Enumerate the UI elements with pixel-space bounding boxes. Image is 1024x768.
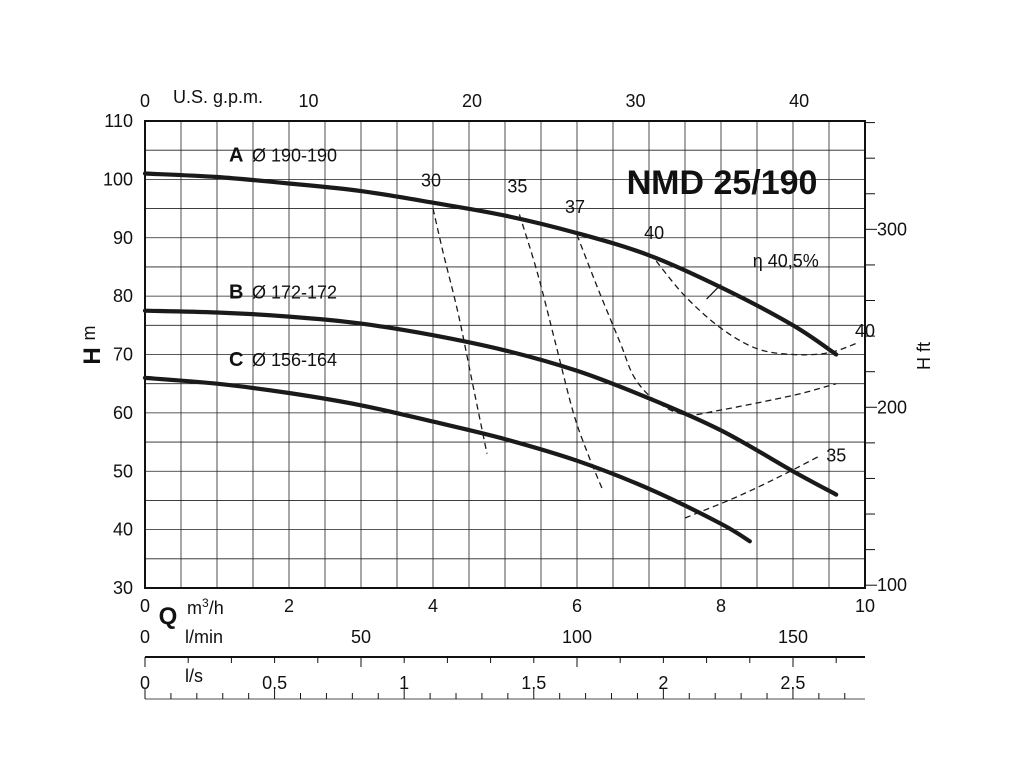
curve-a xyxy=(142,171,839,357)
y-left-tick-label: 30 xyxy=(113,578,133,598)
curve-label-letter: B xyxy=(229,282,243,304)
y-right-tick-label: 200 xyxy=(877,397,907,417)
efficiency-label: 35 xyxy=(826,446,846,466)
y-left-tick-label: 40 xyxy=(113,520,133,540)
y-right-tick-label: 100 xyxy=(877,575,907,595)
x-ls-tick-label: 1.5 xyxy=(521,673,546,693)
y-left-label-symbol: H xyxy=(79,347,106,364)
efficiency-label: 35 xyxy=(507,176,527,196)
x-primary-tick-label: 4 xyxy=(428,596,438,616)
x-ls-tick-label: 0 xyxy=(140,673,150,693)
x-top-tick-label: 30 xyxy=(626,91,646,111)
x-top-tick-label: 10 xyxy=(299,91,319,111)
efficiency-curve-35 xyxy=(518,214,603,490)
x-lmin-label: l/min xyxy=(185,627,223,647)
x-primary-tick-labels: 0 2 4 6 8 10 xyxy=(140,596,875,616)
x-top-tick-label: 40 xyxy=(789,91,809,111)
x-primary-label: m3/h xyxy=(187,596,224,618)
y-left-tick-label: 60 xyxy=(113,403,133,423)
x-top-tick-label: 20 xyxy=(462,91,482,111)
x-lmin-tick-label: 150 xyxy=(778,627,808,647)
x-ls-label: l/s xyxy=(185,666,203,686)
chart-grid xyxy=(145,121,865,588)
x-ls-tick-label: 2.5 xyxy=(780,673,805,693)
x-primary-symbol: Q xyxy=(159,603,178,630)
chart-annotation: η 40,5% xyxy=(753,251,819,271)
efficiency-curve-35 xyxy=(684,456,819,519)
efficiency-label: 30 xyxy=(421,171,441,191)
efficiency-curve-40 xyxy=(655,260,859,356)
curve-label-diameter: Ø 172-172 xyxy=(252,283,337,303)
y-left-tick-label: 50 xyxy=(113,461,133,481)
y-right-axis: 100 200 300 xyxy=(864,121,907,595)
x-primary-tick-label: 10 xyxy=(855,596,875,616)
x-top-tick-labels: 0 10 20 30 40 xyxy=(140,91,809,111)
y-left-tick-label: 70 xyxy=(113,345,133,365)
x-primary-tick-label: 8 xyxy=(716,596,726,616)
x-primary-tick-label: 2 xyxy=(284,596,294,616)
y-left-tick-label: 100 xyxy=(103,169,133,189)
curve-label-letter: C xyxy=(229,349,243,371)
x-ls-tick-label: 1 xyxy=(399,673,409,693)
x-ls-ticks: 0 0.5 1 1.5 2 2.5 xyxy=(140,673,846,699)
curve-label-diameter: Ø 190-190 xyxy=(252,146,337,166)
x-top-label: U.S. g.p.m. xyxy=(173,87,263,107)
x-ls-tick-label: 0.5 xyxy=(262,673,287,693)
x-primary-tick-label: 0 xyxy=(140,596,150,616)
y-left-label-unit: m xyxy=(79,326,99,341)
y-left-tick-label: 110 xyxy=(104,111,133,131)
x-primary-tick-label: 6 xyxy=(572,596,582,616)
efficiency-curve-30 xyxy=(432,208,488,454)
x-ls-tick-label: 2 xyxy=(658,673,668,693)
y-right-tick-label: 300 xyxy=(877,219,907,239)
x-top-tick-label: 0 xyxy=(140,91,150,111)
x-lmin-ticks: 0 50 100 150 xyxy=(140,627,837,667)
curve-c xyxy=(142,375,752,544)
y-left-tick-label: 90 xyxy=(113,228,133,248)
x-lmin-tick-label: 50 xyxy=(351,627,371,647)
y-left-tick-label: 80 xyxy=(113,286,133,306)
curve-label-letter: A xyxy=(229,145,243,167)
performance-curves: A Ø 190-190 B Ø 172-172 C Ø 156-164 xyxy=(142,145,839,544)
curve-label-diameter: Ø 156-164 xyxy=(252,350,337,370)
efficiency-label: 37 xyxy=(565,197,585,217)
efficiency-label: 40 xyxy=(644,223,664,243)
y-right-label: H ft xyxy=(914,342,934,370)
y-left-tick-labels: 30 40 50 60 70 80 90 100 110 xyxy=(103,111,133,598)
x-lmin-tick-label: 0 xyxy=(140,627,150,647)
chart-title: NMD 25/190 xyxy=(627,164,818,202)
x-lmin-tick-label: 100 xyxy=(562,627,592,647)
curve-b xyxy=(142,308,839,497)
